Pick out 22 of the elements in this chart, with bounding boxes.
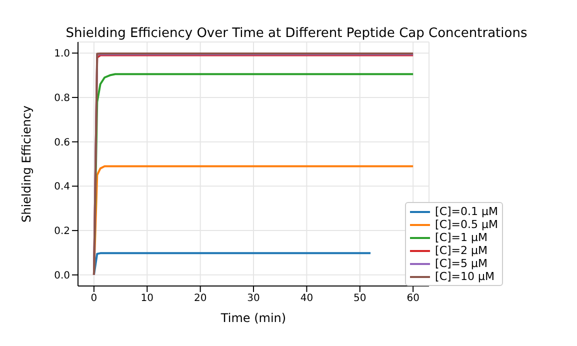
y-tick-label: 0.0 — [54, 270, 70, 282]
legend-label: [C]=1 μM — [435, 231, 488, 244]
legend-label: [C]=0.5 μM — [435, 218, 498, 231]
x-tick-label: 60 — [406, 293, 420, 304]
chart-title: Shielding Efficiency Over Time at Different Peptide Cap Concentrations — [64, 26, 528, 41]
y-tick-label: 0.2 — [54, 226, 70, 238]
x-tick-label: 50 — [354, 293, 366, 304]
x-tick-label: 10 — [140, 293, 154, 304]
x-tick-label: 0 — [90, 293, 98, 304]
legend-label: [C]=5 μM — [435, 257, 488, 270]
legend-label: [C]=10 μM — [435, 270, 494, 283]
legend-label: [C]=0.1 μM — [435, 205, 498, 218]
legend-label: [C]=2 μM — [435, 244, 488, 257]
x-tick-label: 30 — [247, 293, 260, 304]
y-axis-title: Shielding Efficiency — [19, 105, 34, 223]
x-axis-title: Time (min) — [220, 311, 286, 325]
y-tick-label: 1.0 — [54, 48, 70, 60]
x-tick-label: 20 — [194, 293, 207, 304]
y-tick-label: 0.6 — [54, 137, 70, 148]
y-tick-label: 0.4 — [54, 182, 70, 193]
x-tick-label: 40 — [300, 293, 314, 304]
y-tick-label: 0.8 — [54, 93, 70, 104]
